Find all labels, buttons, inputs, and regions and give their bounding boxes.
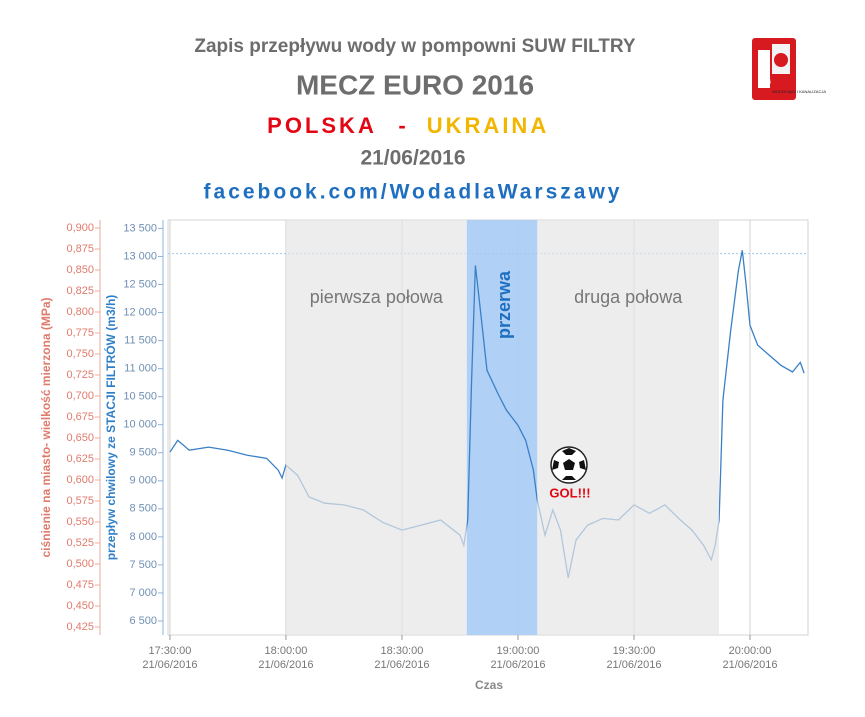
period-label: pierwsza połowa: [310, 287, 444, 307]
y2-tick-label: 0,775: [66, 327, 94, 339]
team-away: UKRAINA: [427, 113, 549, 138]
separator: -: [398, 113, 405, 138]
y2-tick-label: 0,850: [66, 264, 94, 276]
y2-tick-label: 0,725: [66, 369, 94, 381]
y-tick-label: 11 000: [124, 363, 157, 375]
x-tick-label: 21/06/2016: [258, 659, 313, 671]
x-axis-label: Czas: [475, 678, 503, 692]
y-tick-label: 13 000: [123, 250, 157, 262]
x-tick-label: 18:00:00: [265, 645, 308, 657]
x-tick-label: 17:30:00: [149, 645, 192, 657]
y2-tick-label: 0,750: [66, 348, 94, 360]
link[interactable]: facebook.com/WodadlaWarszawy: [204, 181, 623, 204]
y2-tick-label: 0,825: [66, 285, 94, 297]
chart-title: Zapis przepływu wody w pompowni SUW FILT…: [194, 36, 636, 57]
y2-tick-label: 0,575: [66, 495, 94, 507]
x-tick-label: 21/06/2016: [374, 659, 429, 671]
y-axis-label: przepływ chwilowy ze STACJI FILTRÓW (m3/…: [103, 295, 118, 561]
y-tick-label: 7 000: [129, 587, 157, 599]
y2-tick-label: 0,900: [66, 222, 94, 234]
y2-tick-label: 0,875: [66, 243, 94, 255]
y-tick-label: 12 000: [123, 306, 157, 318]
annotation: GOL!!!: [549, 485, 590, 500]
y2-tick-label: 0,450: [66, 600, 94, 612]
x-tick-label: 21/06/2016: [722, 659, 777, 671]
y-tick-label: 7 500: [129, 559, 157, 571]
y2-tick-label: 0,625: [66, 453, 94, 465]
period-label: przerwa: [494, 270, 514, 339]
y-tick-label: 8 000: [129, 531, 157, 543]
y2-tick-label: 0,800: [66, 306, 94, 318]
y2-tick-label: 0,500: [66, 558, 94, 570]
y-tick-label: 10 500: [123, 391, 157, 403]
y-tick-label: 6 500: [129, 615, 157, 627]
y-tick-label: 9 500: [129, 447, 157, 459]
x-tick-label: 21/06/2016: [490, 659, 545, 671]
chart-subtitle: MECZ EURO 2016: [296, 69, 534, 100]
y2-tick-label: 0,550: [66, 516, 94, 528]
y2-tick-label: 0,475: [66, 579, 94, 591]
x-tick-label: 21/06/2016: [142, 659, 197, 671]
logo: 1886 WODOCIĄGI I KANALIZACJA: [752, 38, 826, 100]
x-tick-label: 21/06/2016: [606, 659, 661, 671]
period-band: [285, 220, 467, 635]
period-label: druga połowa: [574, 287, 683, 307]
y2-tick-label: 0,600: [66, 474, 94, 486]
x-tick-label: 20:00:00: [729, 645, 772, 657]
y-tick-label: 9 000: [129, 475, 157, 487]
ball: [550, 446, 588, 484]
y2-tick-label: 0,675: [66, 411, 94, 423]
logo-year: 1886: [760, 79, 771, 85]
y-tick-label: 13 500: [123, 222, 157, 234]
y-tick-label: 8 500: [129, 503, 157, 515]
y-tick-label: 12 500: [123, 278, 157, 290]
x-tick-label: 18:30:00: [381, 645, 424, 657]
period-band: [537, 220, 720, 635]
x-tick-label: 19:00:00: [497, 645, 540, 657]
y2-tick-label: 0,650: [66, 432, 94, 444]
date: 21/06/2016: [360, 147, 465, 170]
y2-axis-label: ciśnienie na miasto- wielkość mierzona (…: [39, 297, 53, 557]
y-tick-label: 10 000: [123, 419, 157, 431]
plot-area: 17:30:00 21/06/2016 18:00:00 21/06/2016 18:3…: [39, 219, 809, 692]
y2-tick-label: 0,525: [66, 537, 94, 549]
x-tick-label: 19:30:00: [613, 645, 656, 657]
y2-tick-label: 0,700: [66, 390, 94, 402]
logo-text: WODOCIĄGI I KANALIZACJA: [772, 89, 826, 94]
y2-tick-label: 0,425: [66, 621, 94, 633]
y-tick-label: 11 500: [124, 334, 157, 346]
team-home: POLSKA: [267, 113, 377, 138]
